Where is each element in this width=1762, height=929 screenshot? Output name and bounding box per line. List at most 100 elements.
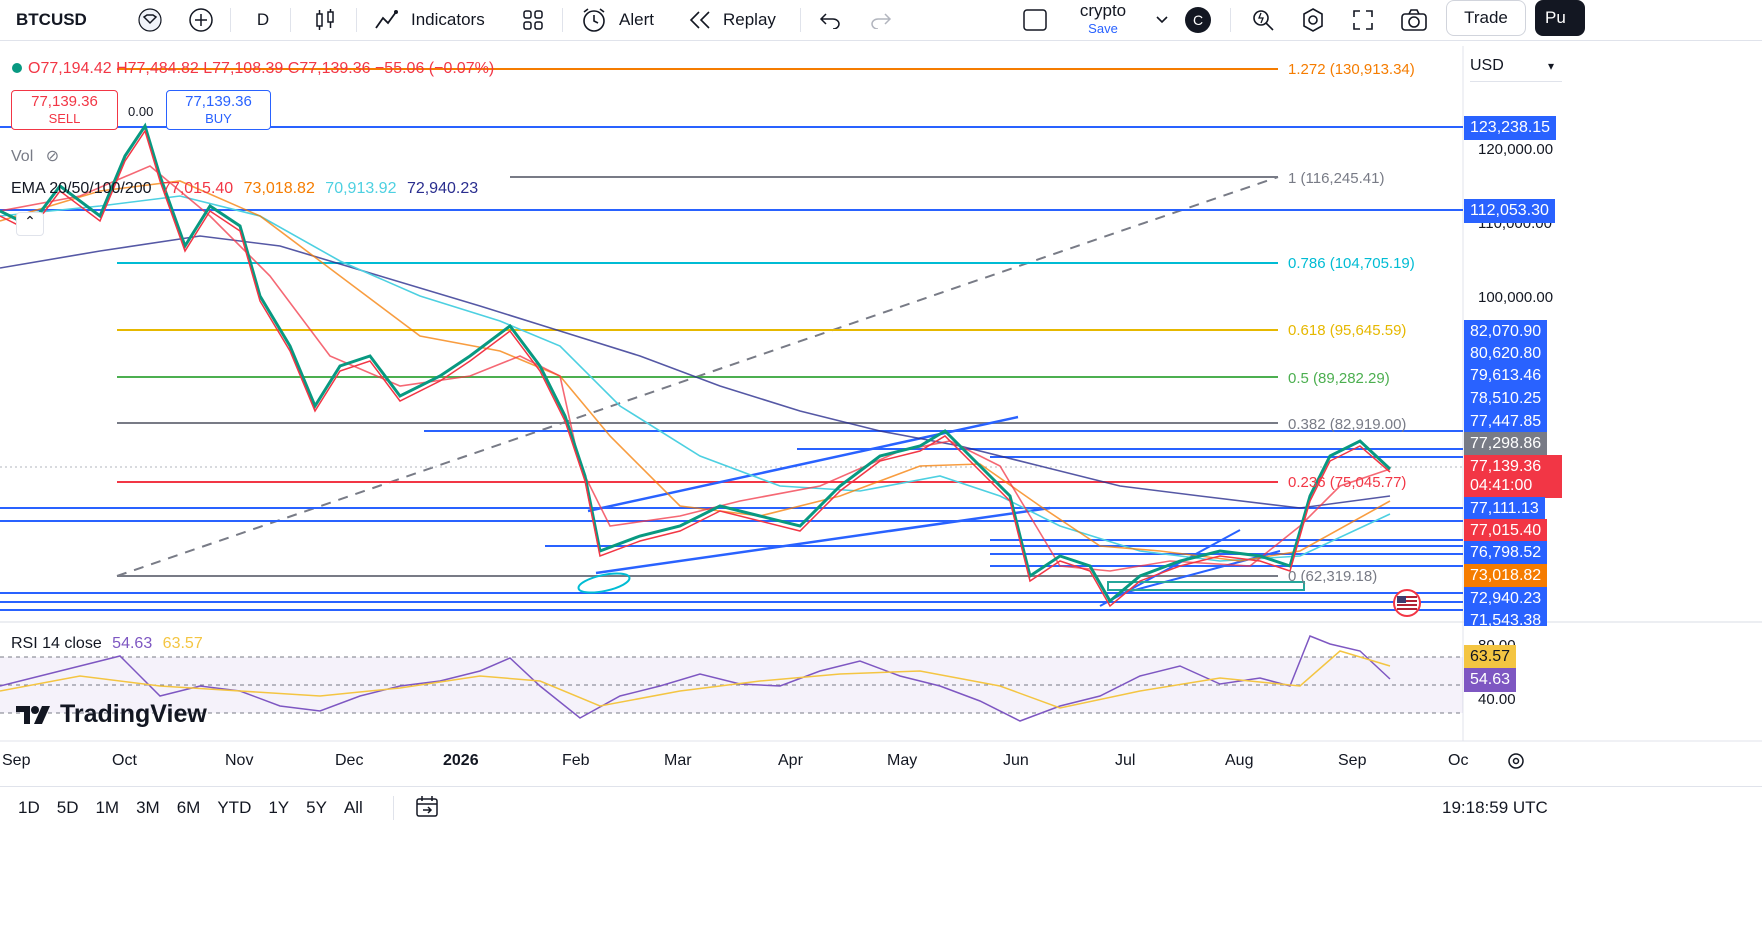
ohlc-values: O77,194.42 H77,484.82 L77,108.39 C77,139… bbox=[28, 60, 495, 77]
layout-name[interactable]: crypto bbox=[1079, 1, 1127, 20]
currency-label: USD bbox=[1470, 57, 1504, 74]
ema-price-label[interactable]: 72,940.23 bbox=[1464, 587, 1548, 611]
rsi-label: RSI 14 close bbox=[11, 635, 102, 652]
fib-label: 0.618 (95,645.59) bbox=[1288, 322, 1406, 339]
chevron-down-icon[interactable] bbox=[1152, 0, 1172, 40]
sell-label: SELL bbox=[48, 111, 81, 126]
time-label: Aug bbox=[1225, 752, 1254, 769]
fib-label: 0.236 (75,045.77) bbox=[1288, 474, 1406, 491]
trade-button[interactable]: Trade bbox=[1446, 0, 1526, 36]
time-label: Sep bbox=[2, 752, 31, 769]
buy-price: 77,139.36 bbox=[185, 93, 252, 110]
utc-clock[interactable]: 19:18:59 UTC bbox=[1442, 798, 1548, 817]
currency-select[interactable]: USD ▾ bbox=[1470, 57, 1562, 82]
buy-button[interactable]: 77,139.36 BUY bbox=[166, 90, 271, 130]
volume-legend[interactable]: Vol ⊘ bbox=[11, 147, 59, 167]
rsi-price-label: 54.63 bbox=[1464, 668, 1517, 692]
interval-button[interactable]: D bbox=[256, 10, 270, 29]
time-label: Nov bbox=[225, 752, 254, 769]
ema-price-label[interactable]: 73,018.82 bbox=[1464, 564, 1548, 588]
quick-search-icon[interactable] bbox=[1248, 0, 1278, 40]
rsi-ma-price-label: 63.57 bbox=[1464, 645, 1517, 669]
time-label: Oc bbox=[1448, 752, 1469, 769]
bottom-toolbar: 1D 5D 1M 3M 6M YTD 1Y 5Y All 19:18:59 UT… bbox=[0, 786, 1762, 829]
price-label[interactable]: 77,111.13 bbox=[1464, 497, 1545, 521]
templates-icon[interactable] bbox=[518, 0, 548, 40]
replay-button[interactable]: Replay bbox=[723, 10, 776, 29]
time-label: May bbox=[887, 752, 918, 769]
time-label: Dec bbox=[335, 752, 364, 769]
range-3m[interactable]: 3M bbox=[136, 798, 160, 817]
price-label[interactable]: 80,620.80 bbox=[1464, 342, 1548, 366]
alert-icon[interactable] bbox=[580, 0, 612, 40]
eye-off-icon[interactable]: ⊘ bbox=[45, 148, 60, 165]
ema-legend[interactable]: EMA 20/50/100/200 77,015.40 73,018.82 70… bbox=[11, 179, 478, 199]
price-label[interactable]: 77,298.86 bbox=[1464, 432, 1548, 456]
publish-button[interactable]: Pu bbox=[1535, 0, 1585, 36]
price-label[interactable]: 77,447.85 bbox=[1464, 410, 1548, 434]
ema-value-50: 73,018.82 bbox=[243, 180, 315, 197]
top-toolbar: BTCUSD D Indicators Alert Replay crypto … bbox=[0, 0, 1762, 41]
indicators-button[interactable]: Indicators bbox=[411, 10, 485, 29]
range-1y[interactable]: 1Y bbox=[268, 798, 290, 817]
price-label[interactable]: 112,053.30 bbox=[1464, 199, 1555, 223]
price-label[interactable]: 82,070.90 bbox=[1464, 320, 1548, 344]
settings-gear-icon[interactable] bbox=[1298, 0, 1328, 40]
range-1m[interactable]: 1M bbox=[95, 798, 120, 817]
range-all[interactable]: All bbox=[343, 798, 363, 817]
fib-label: 0.382 (82,919.00) bbox=[1288, 416, 1406, 433]
rsi-value: 54.63 bbox=[112, 635, 153, 652]
rsi-axis-label: 40.00 bbox=[1478, 691, 1516, 708]
time-label: Jun bbox=[1003, 752, 1029, 769]
price-label[interactable]: 79,613.46 bbox=[1464, 364, 1548, 388]
undo-icon[interactable] bbox=[815, 0, 845, 40]
price-label[interactable]: 78,510.25 bbox=[1464, 387, 1548, 411]
time-label: Mar bbox=[664, 752, 692, 769]
layout-select-icon[interactable] bbox=[1020, 0, 1050, 40]
range-1d[interactable]: 1D bbox=[18, 798, 40, 817]
add-symbol-icon[interactable] bbox=[184, 0, 218, 40]
compare-icon[interactable] bbox=[130, 0, 170, 40]
ohlc-legend: O77,194.42 H77,484.82 L77,108.39 C77,139… bbox=[12, 59, 494, 79]
indicators-icon[interactable] bbox=[374, 0, 404, 40]
time-label: Feb bbox=[562, 752, 590, 769]
ema-label: EMA 20/50/100/200 bbox=[11, 180, 152, 197]
vol-label: Vol bbox=[11, 148, 34, 165]
alert-button[interactable]: Alert bbox=[619, 10, 654, 29]
avatar-letter: C bbox=[1185, 7, 1211, 33]
collapse-legend-icon[interactable]: ⌃ bbox=[16, 212, 44, 236]
status-dot-icon bbox=[12, 63, 22, 73]
tradingview-logo[interactable]: TradingView bbox=[14, 700, 207, 729]
fib-label: 1 (116,245.41) bbox=[1288, 170, 1384, 187]
rsi-legend[interactable]: RSI 14 close 54.63 63.57 bbox=[11, 634, 203, 654]
logo-text: TradingView bbox=[60, 700, 207, 728]
price-label[interactable]: 76,798.52 bbox=[1464, 541, 1548, 565]
sell-button[interactable]: 77,139.36 SELL bbox=[11, 90, 118, 130]
ema-value-200: 72,940.23 bbox=[406, 180, 479, 197]
symbol-search[interactable]: BTCUSD bbox=[16, 10, 87, 29]
layout-save-status[interactable]: Save bbox=[1088, 21, 1118, 36]
replay-icon[interactable] bbox=[688, 0, 716, 40]
buy-label: BUY bbox=[205, 111, 232, 126]
range-ytd[interactable]: YTD bbox=[217, 798, 252, 817]
camera-icon[interactable] bbox=[1398, 0, 1430, 40]
range-5d[interactable]: 5D bbox=[56, 798, 79, 817]
fullscreen-icon[interactable] bbox=[1348, 0, 1378, 40]
sell-price: 77,139.36 bbox=[31, 93, 98, 110]
price-label[interactable]: 123,238.15 bbox=[1464, 116, 1557, 140]
range-6m[interactable]: 6M bbox=[176, 798, 201, 817]
time-label: Oct bbox=[112, 752, 137, 769]
ema-price-label[interactable]: 77,015.40 bbox=[1464, 519, 1548, 543]
chevron-down-icon: ▾ bbox=[1547, 59, 1554, 73]
range-5y[interactable]: 5Y bbox=[306, 798, 327, 817]
price-label[interactable]: 71,543.38 bbox=[1464, 609, 1548, 626]
time-label: 2026 bbox=[443, 752, 479, 769]
avatar[interactable]: C bbox=[1184, 0, 1212, 40]
redo-icon[interactable] bbox=[866, 0, 896, 40]
date-range-icon[interactable] bbox=[414, 794, 440, 823]
candles-icon[interactable] bbox=[310, 0, 340, 40]
fib-label: 0 (62,319.18) bbox=[1288, 568, 1377, 585]
ema-value-100: 70,913.92 bbox=[325, 180, 397, 197]
chart-settings-icon[interactable] bbox=[1506, 751, 1526, 776]
time-axis[interactable]: Sep Oct Nov Dec 2026 Feb Mar Apr May Jun… bbox=[0, 752, 1762, 776]
